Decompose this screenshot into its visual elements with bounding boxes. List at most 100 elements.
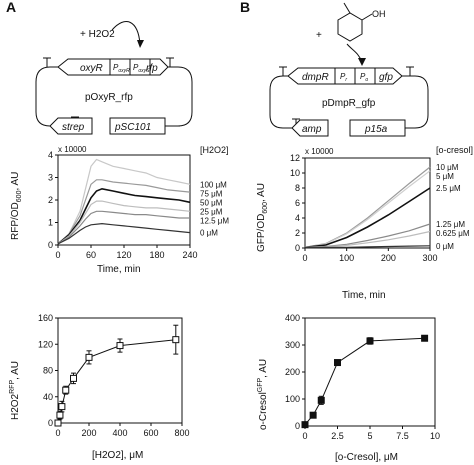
promoter-label-poxyr: PoxyR	[113, 63, 130, 74]
b-tc-series-line	[304, 170, 431, 248]
a-dose-xtick-label: 0	[55, 428, 60, 438]
xlabel-b-dose: [o-Cresol], μM	[335, 452, 398, 463]
b-dose-ytick-label: 0	[295, 421, 300, 431]
ylabel-a-tc: RFP/OD600, AU	[10, 172, 23, 240]
gene-rfp	[149, 58, 169, 76]
plasmid-map-b: dmpR Pr Po gfp pDmpR_gfp amp p15a	[269, 66, 429, 137]
b-tc-ytick-label: 8	[295, 183, 300, 193]
induction-arrowhead-b	[358, 58, 366, 66]
a-dose-ytick-label: 40	[43, 392, 53, 402]
a-tc-xtick-label: 60	[86, 250, 96, 260]
series-group-a-dose	[54, 324, 180, 427]
a-tc-ytick-label: 0	[48, 240, 53, 250]
a-dose-xtick-label: 600	[143, 428, 158, 438]
a-dose-ytick-label: 120	[38, 339, 53, 349]
a-tc-series-line	[57, 158, 191, 245]
a-dose-xtick-label: 200	[81, 428, 96, 438]
o-cresol-molecule: + OH	[316, 2, 386, 42]
a-tc-xtick-label: 240	[182, 250, 197, 260]
a-tc-series-line	[57, 179, 191, 245]
inducer-label-b: +	[316, 30, 322, 41]
gene-label-dmpr: dmpR	[302, 72, 329, 83]
b-dose-data-point	[366, 337, 374, 345]
b-dose-curve	[304, 337, 425, 425]
b-tc-series-label: 2.5 μM	[436, 184, 461, 193]
a-dose-ytick-label: 80	[43, 366, 53, 376]
b-tc-series-label: 0.625 μM	[436, 229, 470, 238]
b-dose-xtick-label: 2.5	[331, 431, 344, 441]
chart-a-timecourse: x 10000 [H2O2] 0 60 120 180 240 0 1 2 3 4 100 μM7…	[10, 145, 229, 275]
ori-psc101	[109, 117, 166, 135]
chart-a-dose: 0 200 400 600 800 0 40 80 120 160 [H2O2], μM H2O2…	[9, 313, 190, 461]
b-tc-xtick-label: 200	[381, 253, 396, 263]
plasmid-name-a: pOxyR_rfp	[85, 92, 133, 103]
induction-arrowhead-a	[137, 40, 144, 48]
axis-ticks-a-dose: 0 200 400 600 800 0 40 80 120 160	[38, 313, 190, 438]
b-dose-ytick-label: 300	[285, 340, 300, 350]
a-tc-ytick-label: 1	[48, 218, 53, 228]
ori-label-psc101: pSC101	[114, 122, 151, 133]
a-dose-data-point	[56, 411, 64, 419]
gene-label-gfp: gfp	[379, 72, 393, 83]
induction-arrow-a	[111, 21, 141, 45]
chart-b-timecourse: x 10000 [o-cresol] 0 100 200 300 0 2 4 6 8 10 12 1…	[256, 145, 473, 301]
a-tc-series-line	[57, 222, 191, 245]
b-tc-ytick-label: 2	[295, 228, 300, 238]
b-dose-data-point	[317, 396, 325, 404]
b-tc-series-line	[304, 245, 431, 249]
multiplier-a: x 10000	[58, 145, 87, 154]
a-dose-data-point	[172, 336, 180, 344]
multiplier-b: x 10000	[305, 147, 334, 156]
series-group-b-tc: 10 μM5 μM 2.5 μM 1.25 μM0.625 μM 0 μM	[304, 163, 470, 251]
a-tc-series-label: 25 μM	[200, 207, 223, 216]
a-tc-series-label: 12.5 μM	[200, 216, 229, 225]
legend-title-a: [H2O2]	[200, 145, 229, 155]
b-tc-xtick-label: 0	[302, 253, 307, 263]
b-tc-series-label: 5 μM	[436, 172, 454, 181]
axis-ticks-a-tc: 0 60 120 180 240 0 1 2 3 4	[48, 150, 198, 260]
ylabel-b-tc: GFP/OD600, AU	[256, 183, 269, 252]
a-tc-series-label: 50 μM	[200, 198, 223, 207]
a-tc-ytick-label: 2	[48, 195, 53, 205]
axis-ticks-b-tc: 0 100 200 300 0 2 4 6 8 10 12	[290, 153, 438, 263]
b-dose-data-point	[334, 359, 341, 367]
ylabel-a-dose: H2O2RFP, AU	[9, 361, 21, 420]
b-tc-ytick-label: 12	[290, 153, 300, 163]
a-tc-series-label: 100 μM	[200, 180, 227, 189]
b-tc-ytick-label: 10	[290, 168, 300, 178]
b-dose-xtick-label: 0	[302, 431, 307, 441]
plot-frame-b-dose	[304, 317, 436, 427]
panel-letter-b: B	[240, 0, 250, 15]
b-dose-ytick-label: 200	[285, 367, 300, 377]
plasmid-map-a: oxyR PoxyR PoxyS rfp pOxyR_rfp strep pSC…	[35, 57, 193, 135]
a-tc-series-label: 0 μM	[200, 229, 218, 238]
hydroxyl-label: OH	[372, 9, 386, 19]
b-tc-ytick-label: 4	[295, 213, 300, 223]
b-tc-ytick-label: 0	[295, 243, 300, 253]
a-dose-xtick-label: 400	[112, 428, 127, 438]
series-group-b-dose	[301, 334, 429, 429]
b-tc-series-label: 1.25 μM	[436, 220, 465, 229]
gene-label-strep: strep	[62, 122, 85, 133]
promoter-label-pr: Pr	[340, 72, 347, 83]
b-dose-xtick-label: 5	[367, 431, 372, 441]
a-tc-xtick-label: 180	[149, 250, 164, 260]
gene-label-amp: amp	[302, 124, 322, 135]
a-tc-xtick-label: 120	[116, 250, 131, 260]
ylabel-b-dose: o-CresolGFP, AU	[257, 359, 269, 430]
xlabel-a-tc: Time, min	[97, 264, 141, 275]
gene-strep	[49, 117, 93, 135]
panel-letter-a: A	[6, 0, 16, 15]
gene-gfp	[374, 67, 403, 85]
ori-p15a	[349, 119, 406, 137]
promoter-label-po: Po	[360, 72, 368, 83]
xlabel-a-dose: [H2O2], μM	[92, 450, 143, 461]
gene-amp	[291, 119, 329, 137]
xlabel-b-tc: Time, min	[342, 290, 386, 301]
promoter-label-poxys: PoxyS	[133, 63, 150, 74]
a-tc-series-line	[57, 187, 191, 245]
b-tc-xtick-label: 300	[422, 253, 437, 263]
b-dose-ytick-label: 100	[285, 394, 300, 404]
